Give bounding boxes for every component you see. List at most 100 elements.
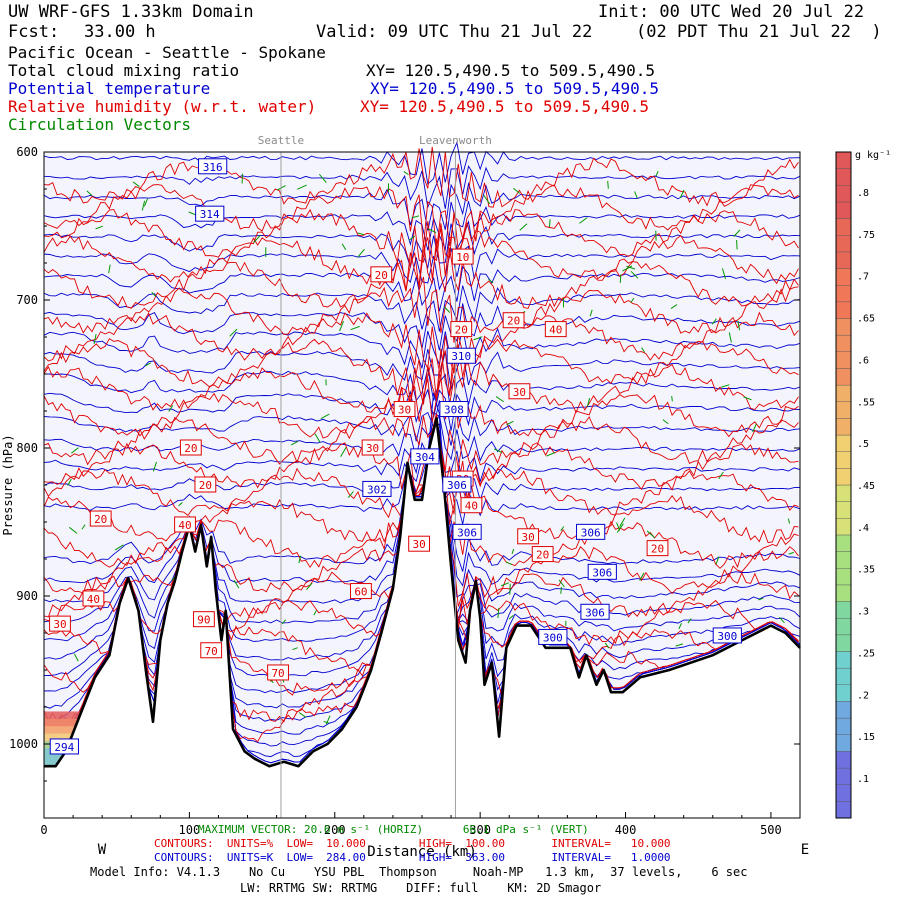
- rh-contour-label-text: 20: [536, 549, 549, 562]
- circulation-vector: [319, 173, 327, 183]
- circulation-vector: [616, 523, 624, 533]
- rh-contour-label-box: [517, 528, 540, 545]
- circulation-vector: [546, 452, 556, 457]
- circulation-vector: [281, 619, 286, 625]
- theta-contour-label: 306: [452, 523, 482, 540]
- rh-contour-label-text: 40: [465, 500, 478, 513]
- location-marker-label: Seattle: [258, 134, 304, 147]
- circulation-vector: [340, 447, 347, 457]
- colorbar-segment: [835, 734, 852, 752]
- circulation-vector: [152, 461, 157, 472]
- rh-contour-label: 30: [517, 528, 540, 545]
- colorbar-segment: [835, 684, 852, 702]
- colorbar-segment: [835, 451, 852, 469]
- colorbar-tick-label: .4: [857, 523, 869, 534]
- theta-contour-label-text: 314: [200, 208, 220, 221]
- rh-contour-line: [43, 413, 799, 519]
- forecast-hours: 33.00 h: [84, 22, 156, 42]
- theta-contour-label: 300: [712, 627, 742, 644]
- rh-contour-label: 20: [179, 439, 202, 456]
- rh-contour-label-box: [408, 535, 430, 552]
- circulation-vector: [488, 279, 494, 284]
- theta-contour-line: [43, 219, 801, 270]
- rh-contour-label-box: [194, 476, 217, 493]
- theta-contour-line: [43, 400, 801, 446]
- rh-contour-line: [43, 311, 799, 379]
- rh-contour-label-box: [174, 516, 196, 533]
- rh-contour-label-box: [531, 546, 554, 563]
- circulation-vector: [679, 189, 685, 199]
- rh-contour-label: 20: [450, 321, 473, 338]
- circulation-vector: [619, 517, 626, 527]
- rh-contour-label-text: 30: [366, 442, 379, 455]
- rh-contour-label-text: 70: [205, 645, 218, 658]
- circulation-vector: [144, 362, 152, 367]
- circulation-vector: [306, 582, 313, 591]
- circulation-vector: [339, 321, 344, 332]
- variable-rh-label: Relative humidity (w.r.t. water): [8, 97, 317, 116]
- circulation-vector: [675, 643, 683, 647]
- colorbar-segment: [835, 551, 852, 569]
- theta-contour-label-text: 300: [543, 631, 563, 644]
- rh-contour-info: CONTOURS: UNITS=% LOW= 10.000 HIGH= 100.…: [154, 837, 671, 850]
- rh-contour-label: 70: [267, 664, 289, 681]
- circulation-vector: [687, 618, 692, 624]
- y-tick-label: 1000: [9, 737, 38, 751]
- variable-cloud-xy: XY= 120.5,490.5 to 509.5,490.5: [366, 61, 655, 80]
- theta-contour-line: [43, 165, 801, 209]
- rh-contour-label: 60: [350, 583, 372, 600]
- colorbar-segment: [835, 701, 852, 719]
- rh-contour-label: 20: [531, 546, 554, 563]
- rh-contour-label-text: 20: [507, 315, 520, 328]
- colorbar-segment: [835, 784, 852, 802]
- circulation-vector: [428, 228, 437, 234]
- x-axis: 0 100 200 300 400 500 Distance (km) W E: [40, 812, 809, 860]
- model-info: Model Info: V4.1.3 No Cu YSU PBL Thompso…: [90, 865, 748, 879]
- theta-contour-line: [43, 327, 801, 369]
- colorbar-segment: [835, 318, 852, 336]
- theta-contour-label: 316: [198, 158, 228, 175]
- theta-contour-label-text: 310: [451, 350, 471, 363]
- theta-contour-label: 300: [538, 628, 568, 645]
- circulation-vector: [607, 180, 609, 189]
- circulation-vector: [678, 622, 682, 630]
- circulation-vector: [579, 217, 588, 224]
- circulation-vector: [495, 396, 504, 403]
- rh-contour-label: 40: [82, 590, 105, 607]
- region-title: Pacific Ocean - Seattle - Spokane: [8, 43, 326, 62]
- circulation-vector: [408, 235, 416, 241]
- rh-contour-label-text: 20: [651, 543, 664, 556]
- rh-contour-label: 30: [393, 401, 416, 418]
- circulation-vector: [513, 187, 521, 194]
- theta-contour-label: 310: [446, 347, 476, 364]
- circulation-vector: [497, 607, 500, 618]
- circulation-vector: [752, 423, 757, 433]
- colorbar-segment: [835, 334, 852, 352]
- colorbar-segment: [835, 401, 852, 419]
- terrain-line: [44, 417, 801, 768]
- rh-contour-label-text: 20: [455, 324, 468, 337]
- theta-contour-label-box: [49, 738, 79, 755]
- colorbar-segment: [835, 301, 852, 319]
- rh-contour-label-text: 30: [513, 386, 526, 399]
- theta-contour-label-box: [195, 205, 225, 222]
- rh-contour-label-text: 40: [87, 593, 100, 606]
- theta-contour-label-box: [580, 603, 610, 620]
- colorbar-segment: [835, 185, 852, 203]
- theta-contour-label: 304: [410, 448, 440, 465]
- colorbar-segment: [835, 368, 852, 386]
- circulation-vector: [670, 304, 678, 309]
- circulation-vector: [508, 614, 514, 620]
- circulation-vector: [715, 556, 720, 565]
- colorbar-segment: [835, 168, 852, 186]
- rh-contour-label-box: [267, 664, 289, 681]
- colorbar-segment: [835, 618, 852, 636]
- rh-contour-line: [43, 276, 799, 343]
- circulation-vector: [641, 347, 646, 353]
- theta-contour-label: 294: [49, 738, 79, 755]
- theta-contour-line: [43, 285, 801, 332]
- colorbar-tick-label: .7: [857, 272, 869, 283]
- rh-contour-label-text: 20: [94, 513, 107, 526]
- x-tick-label: 500: [760, 823, 782, 837]
- circulation-vector: [290, 440, 299, 446]
